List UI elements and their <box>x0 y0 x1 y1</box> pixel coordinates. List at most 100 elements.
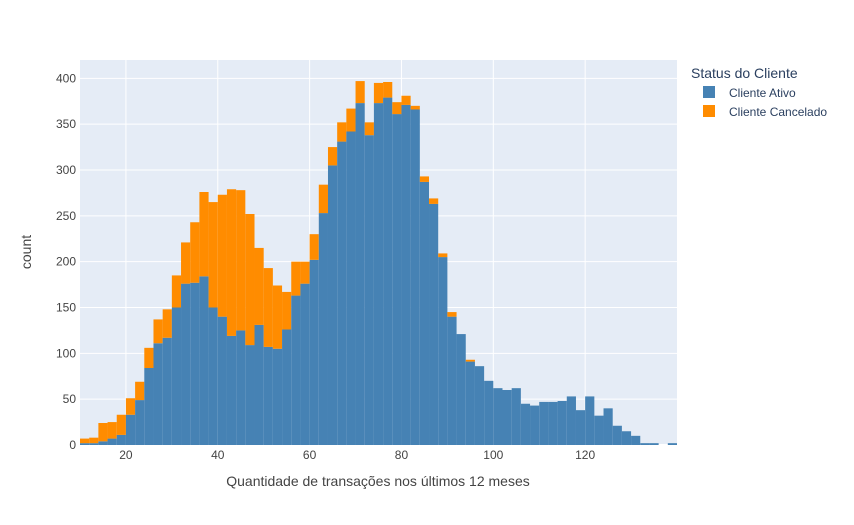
bar-ativo[interactable] <box>217 316 227 445</box>
bar-cancelado[interactable] <box>208 202 218 308</box>
bar-ativo[interactable] <box>263 346 273 445</box>
bar-cancelado[interactable] <box>217 194 227 317</box>
bar-cancelado[interactable] <box>438 253 448 258</box>
bar-ativo[interactable] <box>135 400 145 445</box>
bar-cancelado[interactable] <box>410 105 420 110</box>
bar-ativo[interactable] <box>171 307 182 446</box>
bar-cancelado[interactable] <box>236 190 246 331</box>
bar-ativo[interactable] <box>621 431 632 445</box>
bar-cancelado[interactable] <box>226 189 237 336</box>
bar-cancelado[interactable] <box>300 261 310 284</box>
bar-cancelado[interactable] <box>89 437 99 444</box>
bar-cancelado[interactable] <box>401 95 411 105</box>
bar-ativo[interactable] <box>667 443 677 445</box>
bar-cancelado[interactable] <box>153 319 163 344</box>
bar-ativo[interactable] <box>226 335 237 445</box>
bar-ativo[interactable] <box>557 401 567 445</box>
bar-cancelado[interactable] <box>135 381 145 401</box>
bar-cancelado[interactable] <box>318 184 328 214</box>
bar-cancelado[interactable] <box>419 176 430 182</box>
bar-cancelado[interactable] <box>190 222 200 283</box>
bar-ativo[interactable] <box>125 414 136 445</box>
bar-ativo[interactable] <box>364 135 374 445</box>
bar-ativo[interactable] <box>493 388 503 445</box>
bar-ativo[interactable] <box>107 438 117 445</box>
bar-ativo[interactable] <box>566 396 576 445</box>
bar-ativo[interactable] <box>190 282 200 445</box>
bar-cancelado[interactable] <box>144 347 154 368</box>
bar-ativo[interactable] <box>199 276 209 445</box>
bar-ativo[interactable] <box>575 410 586 445</box>
bar-ativo[interactable] <box>438 257 448 445</box>
bar-ativo[interactable] <box>401 104 411 446</box>
bar-ativo[interactable] <box>410 109 420 446</box>
bar-ativo[interactable] <box>162 337 172 445</box>
bar-ativo[interactable] <box>181 283 191 445</box>
bar-ativo[interactable] <box>282 329 292 446</box>
bar-ativo[interactable] <box>153 343 163 445</box>
bar-ativo[interactable] <box>355 103 365 445</box>
bar-cancelado[interactable] <box>107 422 117 439</box>
bar-cancelado[interactable] <box>327 147 338 166</box>
bar-ativo[interactable] <box>548 401 558 445</box>
bar-ativo[interactable] <box>603 408 613 445</box>
bar-ativo[interactable] <box>300 283 310 445</box>
bar-ativo[interactable] <box>456 334 466 445</box>
bar-cancelado[interactable] <box>291 261 301 296</box>
bar-ativo[interactable] <box>539 401 549 445</box>
bar-ativo[interactable] <box>373 103 384 445</box>
bar-cancelado[interactable] <box>80 438 90 444</box>
bar-ativo[interactable] <box>337 141 347 446</box>
bar-ativo[interactable] <box>594 415 604 445</box>
bar-cancelado[interactable] <box>465 359 475 362</box>
bar-ativo[interactable] <box>585 396 595 445</box>
bar-ativo[interactable] <box>447 316 457 445</box>
bar-cancelado[interactable] <box>263 268 273 347</box>
bar-cancelado[interactable] <box>383 82 393 98</box>
bar-cancelado[interactable] <box>162 309 172 338</box>
legend-item-ativo[interactable]: Cliente Ativo <box>703 86 796 100</box>
bar-ativo[interactable] <box>429 203 439 445</box>
bar-ativo[interactable] <box>89 443 99 445</box>
bar-ativo[interactable] <box>208 307 218 446</box>
bar-cancelado[interactable] <box>98 423 108 442</box>
bar-ativo[interactable] <box>392 114 402 445</box>
bar-ativo[interactable] <box>309 259 319 445</box>
bar-cancelado[interactable] <box>125 398 136 415</box>
bar-ativo[interactable] <box>327 165 338 445</box>
bar-ativo[interactable] <box>80 443 90 445</box>
bar-ativo[interactable] <box>291 295 301 445</box>
bar-cancelado[interactable] <box>355 81 365 104</box>
bar-ativo[interactable] <box>474 366 485 445</box>
bar-cancelado[interactable] <box>254 247 264 325</box>
bar-cancelado[interactable] <box>364 122 374 136</box>
legend-item-cancelado[interactable]: Cliente Cancelado <box>703 105 827 119</box>
bar-ativo[interactable] <box>612 425 622 445</box>
bar-ativo[interactable] <box>116 434 126 445</box>
bar-cancelado[interactable] <box>447 312 457 317</box>
bar-ativo[interactable] <box>631 435 641 445</box>
bar-cancelado[interactable] <box>373 82 384 104</box>
bar-cancelado[interactable] <box>199 192 209 277</box>
bar-cancelado[interactable] <box>337 122 347 142</box>
bar-cancelado[interactable] <box>392 102 402 115</box>
bar-ativo[interactable] <box>530 405 540 445</box>
bar-ativo[interactable] <box>254 324 264 445</box>
bar-cancelado[interactable] <box>272 285 283 349</box>
bar-ativo[interactable] <box>419 181 430 445</box>
bar-cancelado[interactable] <box>346 108 356 132</box>
bar-ativo[interactable] <box>98 441 108 445</box>
bar-ativo[interactable] <box>318 213 328 445</box>
bar-ativo[interactable] <box>272 348 283 445</box>
bar-ativo[interactable] <box>236 330 246 445</box>
bar-ativo[interactable] <box>245 345 255 445</box>
bar-cancelado[interactable] <box>116 414 126 435</box>
bar-ativo[interactable] <box>484 380 494 445</box>
bar-ativo[interactable] <box>502 390 512 445</box>
bar-ativo[interactable] <box>649 443 659 445</box>
bar-cancelado[interactable] <box>309 234 319 260</box>
bar-ativo[interactable] <box>520 403 531 445</box>
bar-cancelado[interactable] <box>171 275 182 308</box>
bar-ativo[interactable] <box>346 131 356 446</box>
bar-cancelado[interactable] <box>429 198 439 204</box>
